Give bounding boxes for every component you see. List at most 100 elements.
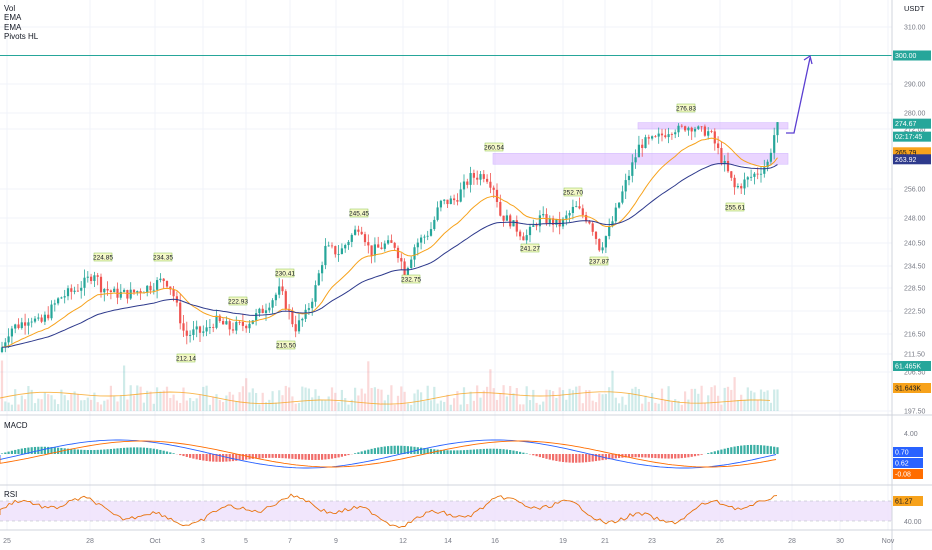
volume-bar	[60, 389, 63, 411]
volume-bar	[746, 387, 749, 411]
volume-bar	[555, 397, 558, 411]
candle-body	[10, 328, 13, 337]
volume-bar	[495, 399, 499, 411]
macd-hist-bar	[674, 454, 677, 459]
candle-body	[740, 186, 743, 189]
macd-hist-bar	[212, 454, 215, 462]
volume-bar	[743, 399, 746, 411]
pivot-tag-box	[228, 296, 248, 306]
macd-hist-bar	[492, 448, 495, 454]
candle-body	[753, 173, 756, 177]
candle-body	[284, 291, 287, 310]
candle-body	[707, 131, 710, 136]
macd-hist-bar	[116, 448, 119, 454]
macd-hist-bar	[634, 454, 637, 458]
volume-bar	[245, 378, 248, 411]
volume-label-box	[893, 361, 931, 371]
candle-body	[27, 322, 30, 326]
macd-hist-bar	[684, 454, 687, 458]
macd-hist-bar	[512, 450, 515, 454]
macd-label-box	[893, 458, 923, 468]
volume-bar	[248, 392, 251, 411]
volume-bar	[129, 385, 132, 411]
candle-body	[515, 220, 518, 232]
legend-ema-2[interactable]: EMA	[4, 22, 22, 32]
candle-body	[651, 136, 654, 139]
macd-hist-bar	[591, 454, 594, 462]
macd-hist-bar	[733, 446, 736, 454]
candle-body	[492, 187, 495, 190]
candle-body	[443, 199, 446, 201]
candle-body	[677, 125, 680, 133]
macd-hist-bar	[598, 454, 601, 461]
candle-body	[571, 206, 574, 213]
macd-hist-bar	[449, 450, 452, 454]
macd-hist-bar	[525, 453, 528, 454]
volume-bar	[294, 403, 297, 411]
volume-bar	[773, 389, 776, 411]
macd-hist-bar	[588, 454, 591, 462]
legend-pivots[interactable]: Pivots HL	[4, 32, 39, 42]
candle-body	[532, 225, 535, 227]
currency-label[interactable]: USDT	[904, 4, 925, 13]
macd-hist-bar	[608, 454, 611, 460]
macd-hist-bar	[53, 447, 56, 454]
volume-bar	[179, 402, 182, 411]
volume-bar	[198, 394, 202, 411]
macd-hist-bar	[730, 447, 733, 454]
candle-body	[420, 237, 423, 243]
macd-hist-bar	[420, 447, 423, 454]
macd-hist-bar	[27, 447, 30, 454]
price-label-box	[893, 118, 931, 129]
candle-body	[575, 206, 578, 208]
candle-body	[604, 236, 607, 248]
volume-bar	[657, 403, 660, 411]
volume-bar	[215, 394, 218, 411]
legend-ema-1[interactable]: EMA	[4, 13, 22, 23]
candle-body	[218, 315, 221, 322]
rsi-pane-label[interactable]: RSI	[4, 490, 18, 499]
candle-body	[182, 323, 185, 331]
macd-hist-bar	[96, 449, 99, 454]
macd-hist-bar	[33, 446, 37, 454]
candle-body	[644, 137, 647, 148]
macd-hist-bar	[261, 454, 264, 459]
candle-body	[370, 245, 373, 256]
pivot-tag: 230.41	[275, 270, 295, 277]
candle-body	[152, 289, 155, 291]
macd-label: 0.70	[895, 450, 909, 457]
candle-body	[423, 236, 426, 238]
candle-body	[525, 235, 528, 241]
volume-bar	[324, 400, 327, 411]
candle-body	[479, 174, 482, 180]
volume-bar	[634, 386, 637, 411]
macd-hist-bar	[581, 454, 584, 463]
volume-bar	[446, 394, 449, 411]
volume-bar	[763, 391, 766, 411]
macd-hist-bar	[499, 448, 502, 454]
volume-bar	[63, 395, 66, 411]
macd-hist-bar	[538, 454, 541, 458]
volume-bar	[387, 394, 390, 411]
volume-bar	[499, 393, 502, 411]
candle-body	[301, 318, 304, 321]
candle-body	[179, 302, 182, 324]
candle-body	[618, 202, 621, 208]
candle-body	[291, 310, 294, 325]
macd-hist-bar	[578, 454, 581, 463]
legend-vol[interactable]: Vol	[4, 4, 16, 13]
volume-bar	[717, 395, 720, 411]
macd-hist-bar	[416, 447, 419, 454]
time-tick: 30	[836, 538, 844, 545]
macd-pane-label[interactable]: MACD	[4, 421, 28, 430]
volume-label: 31.643K	[895, 386, 921, 393]
time-tick: 12	[399, 538, 407, 545]
candle-body	[383, 243, 386, 249]
macd-hist-bar	[288, 454, 291, 459]
volume-bar	[126, 399, 129, 411]
macd-hist-bar	[0, 453, 4, 454]
macd-hist-bar	[750, 444, 753, 454]
candle-body	[311, 301, 314, 309]
volume-label-box	[893, 383, 931, 393]
